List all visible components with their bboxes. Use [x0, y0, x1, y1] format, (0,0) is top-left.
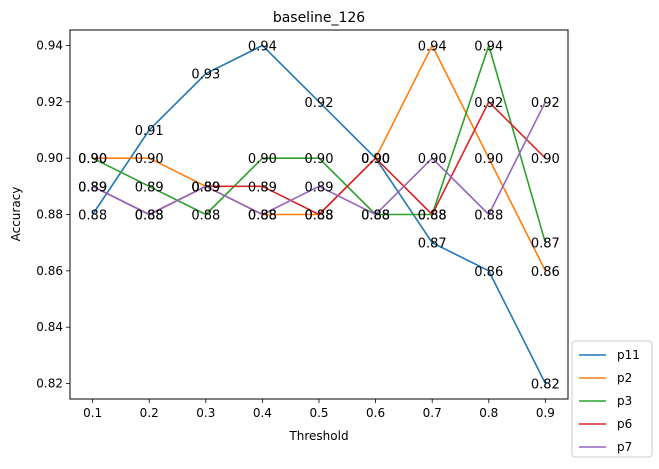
x-tick-label: 0.8: [479, 406, 498, 420]
data-label: 0.90: [135, 152, 164, 167]
data-label: 0.89: [135, 180, 164, 195]
data-label: 0.90: [78, 152, 107, 167]
y-axis-label: Accuracy: [9, 187, 23, 242]
data-label: 0.90: [361, 152, 390, 167]
data-label: 0.90: [361, 152, 390, 167]
data-label: 0.88: [191, 209, 220, 224]
y-tick-label: 0.84: [36, 320, 63, 334]
data-label: 0.88: [474, 209, 503, 224]
legend-label: p11: [617, 348, 640, 362]
x-tick-label: 0.9: [536, 406, 555, 420]
x-tick-label: 0.5: [309, 406, 328, 420]
series-line-p7: [92, 101, 547, 216]
x-tick-label: 0.6: [366, 406, 385, 420]
y-tick-label: 0.90: [36, 151, 63, 165]
data-label: 0.88: [135, 209, 164, 224]
data-label: 0.89: [305, 180, 334, 195]
data-label: 0.88: [418, 209, 447, 224]
legend-label: p2: [617, 371, 632, 385]
data-label: 0.92: [531, 96, 560, 111]
data-label: 0.90: [78, 152, 107, 167]
x-tick-label: 0.7: [423, 406, 442, 420]
data-label: 0.90: [305, 152, 334, 167]
data-label: 0.89: [191, 180, 220, 195]
data-label: 0.89: [191, 180, 220, 195]
data-label: 0.86: [474, 265, 503, 280]
x-tick-label: 0.1: [83, 406, 102, 420]
data-label: 0.90: [531, 152, 560, 167]
data-label: 0.87: [418, 237, 447, 252]
data-label: 0.88: [248, 209, 277, 224]
legend: p11 p2 p3 p6 p7: [571, 340, 653, 458]
data-label: 0.94: [248, 39, 277, 54]
data-label: 0.89: [78, 180, 107, 195]
data-label: 0.90: [361, 152, 390, 167]
data-label: 0.82: [531, 378, 560, 393]
data-label: 0.92: [474, 96, 503, 111]
data-label: 0.88: [135, 209, 164, 224]
data-label: 0.92: [305, 96, 334, 111]
data-label: 0.86: [531, 265, 560, 280]
chart-title: baseline_126: [273, 10, 365, 26]
data-label: 0.88: [305, 209, 334, 224]
series-line-p3: [92, 44, 547, 243]
data-label: 0.93: [191, 68, 220, 83]
legend-box: [571, 340, 653, 458]
y-axis: 0.82 0.84 0.86 0.88 0.90 0.92 0.94: [36, 38, 70, 391]
legend-label: p7: [617, 440, 632, 454]
plot-area: 0.88 0.91 0.93 0.94 0.92 0.90 0.87 0.86 0.82 0.90…: [78, 39, 560, 392]
x-tick-label: 0.4: [253, 406, 272, 420]
data-label: 0.89: [248, 180, 277, 195]
data-label: 0.94: [474, 39, 503, 54]
data-label: 0.90: [418, 152, 447, 167]
data-label: 0.88: [418, 209, 447, 224]
data-label: 0.88: [361, 209, 390, 224]
data-label: 0.87: [531, 237, 560, 252]
data-label: 0.88: [78, 209, 107, 224]
legend-label: p3: [617, 394, 632, 408]
data-label: 0.94: [418, 39, 447, 54]
y-tick-label: 0.82: [36, 377, 63, 391]
x-tick-label: 0.2: [140, 406, 159, 420]
series-line-p11: [91, 44, 547, 384]
y-tick-label: 0.92: [36, 95, 63, 109]
data-label: 0.89: [191, 180, 220, 195]
x-axis: 0.1 0.2 0.3 0.4 0.5 0.6 0.7 0.8 0.9: [83, 399, 555, 420]
data-label: 0.88: [305, 209, 334, 224]
data-label: 0.88: [361, 209, 390, 224]
data-label: 0.91: [135, 124, 164, 139]
legend-label: p6: [617, 417, 632, 431]
data-label: 0.90: [474, 152, 503, 167]
x-axis-label: Threshold: [288, 429, 348, 443]
x-tick-label: 0.3: [196, 406, 215, 420]
y-tick-label: 0.86: [36, 264, 63, 278]
data-label: 0.90: [248, 152, 277, 167]
data-label: 0.88: [248, 209, 277, 224]
data-label: 0.89: [78, 180, 107, 195]
y-tick-label: 0.94: [36, 38, 63, 52]
y-tick-label: 0.88: [36, 208, 63, 222]
